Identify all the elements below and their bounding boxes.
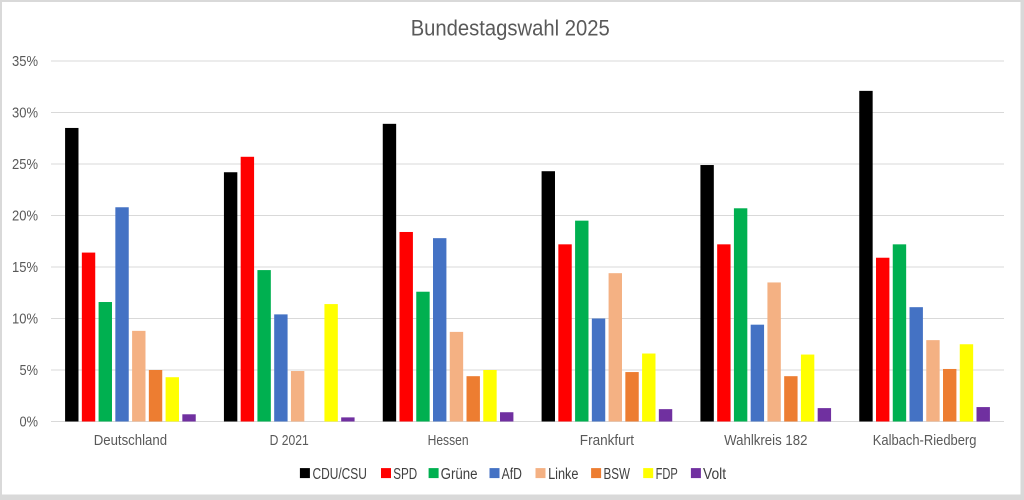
svg-text:30%: 30% bbox=[12, 105, 38, 121]
svg-text:25%: 25% bbox=[12, 157, 38, 173]
svg-text:Deutschland: Deutschland bbox=[94, 433, 167, 449]
svg-text:AfD: AfD bbox=[502, 466, 522, 483]
svg-text:20%: 20% bbox=[12, 208, 38, 224]
svg-text:15%: 15% bbox=[12, 260, 38, 276]
svg-text:Frankfurt: Frankfurt bbox=[580, 433, 634, 449]
svg-text:D 2021: D 2021 bbox=[270, 433, 309, 449]
svg-text:0%: 0% bbox=[20, 414, 39, 430]
svg-text:Grüne: Grüne bbox=[441, 466, 478, 483]
svg-text:Wahlkreis 182: Wahlkreis 182 bbox=[724, 433, 807, 449]
svg-text:SPD: SPD bbox=[393, 466, 417, 483]
svg-text:CDU/CSU: CDU/CSU bbox=[313, 466, 367, 483]
svg-text:Linke: Linke bbox=[548, 466, 578, 483]
svg-text:BSW: BSW bbox=[604, 466, 631, 483]
svg-text:Kalbach-Riedberg: Kalbach-Riedberg bbox=[873, 433, 977, 449]
svg-text:5%: 5% bbox=[20, 363, 39, 379]
svg-text:Bundestagswahl 2025: Bundestagswahl 2025 bbox=[411, 15, 610, 40]
svg-text:35%: 35% bbox=[12, 54, 38, 70]
svg-text:Volt: Volt bbox=[703, 466, 727, 483]
svg-text:10%: 10% bbox=[12, 311, 38, 327]
svg-text:Hessen: Hessen bbox=[428, 433, 469, 449]
svg-text:FDP: FDP bbox=[656, 466, 678, 483]
